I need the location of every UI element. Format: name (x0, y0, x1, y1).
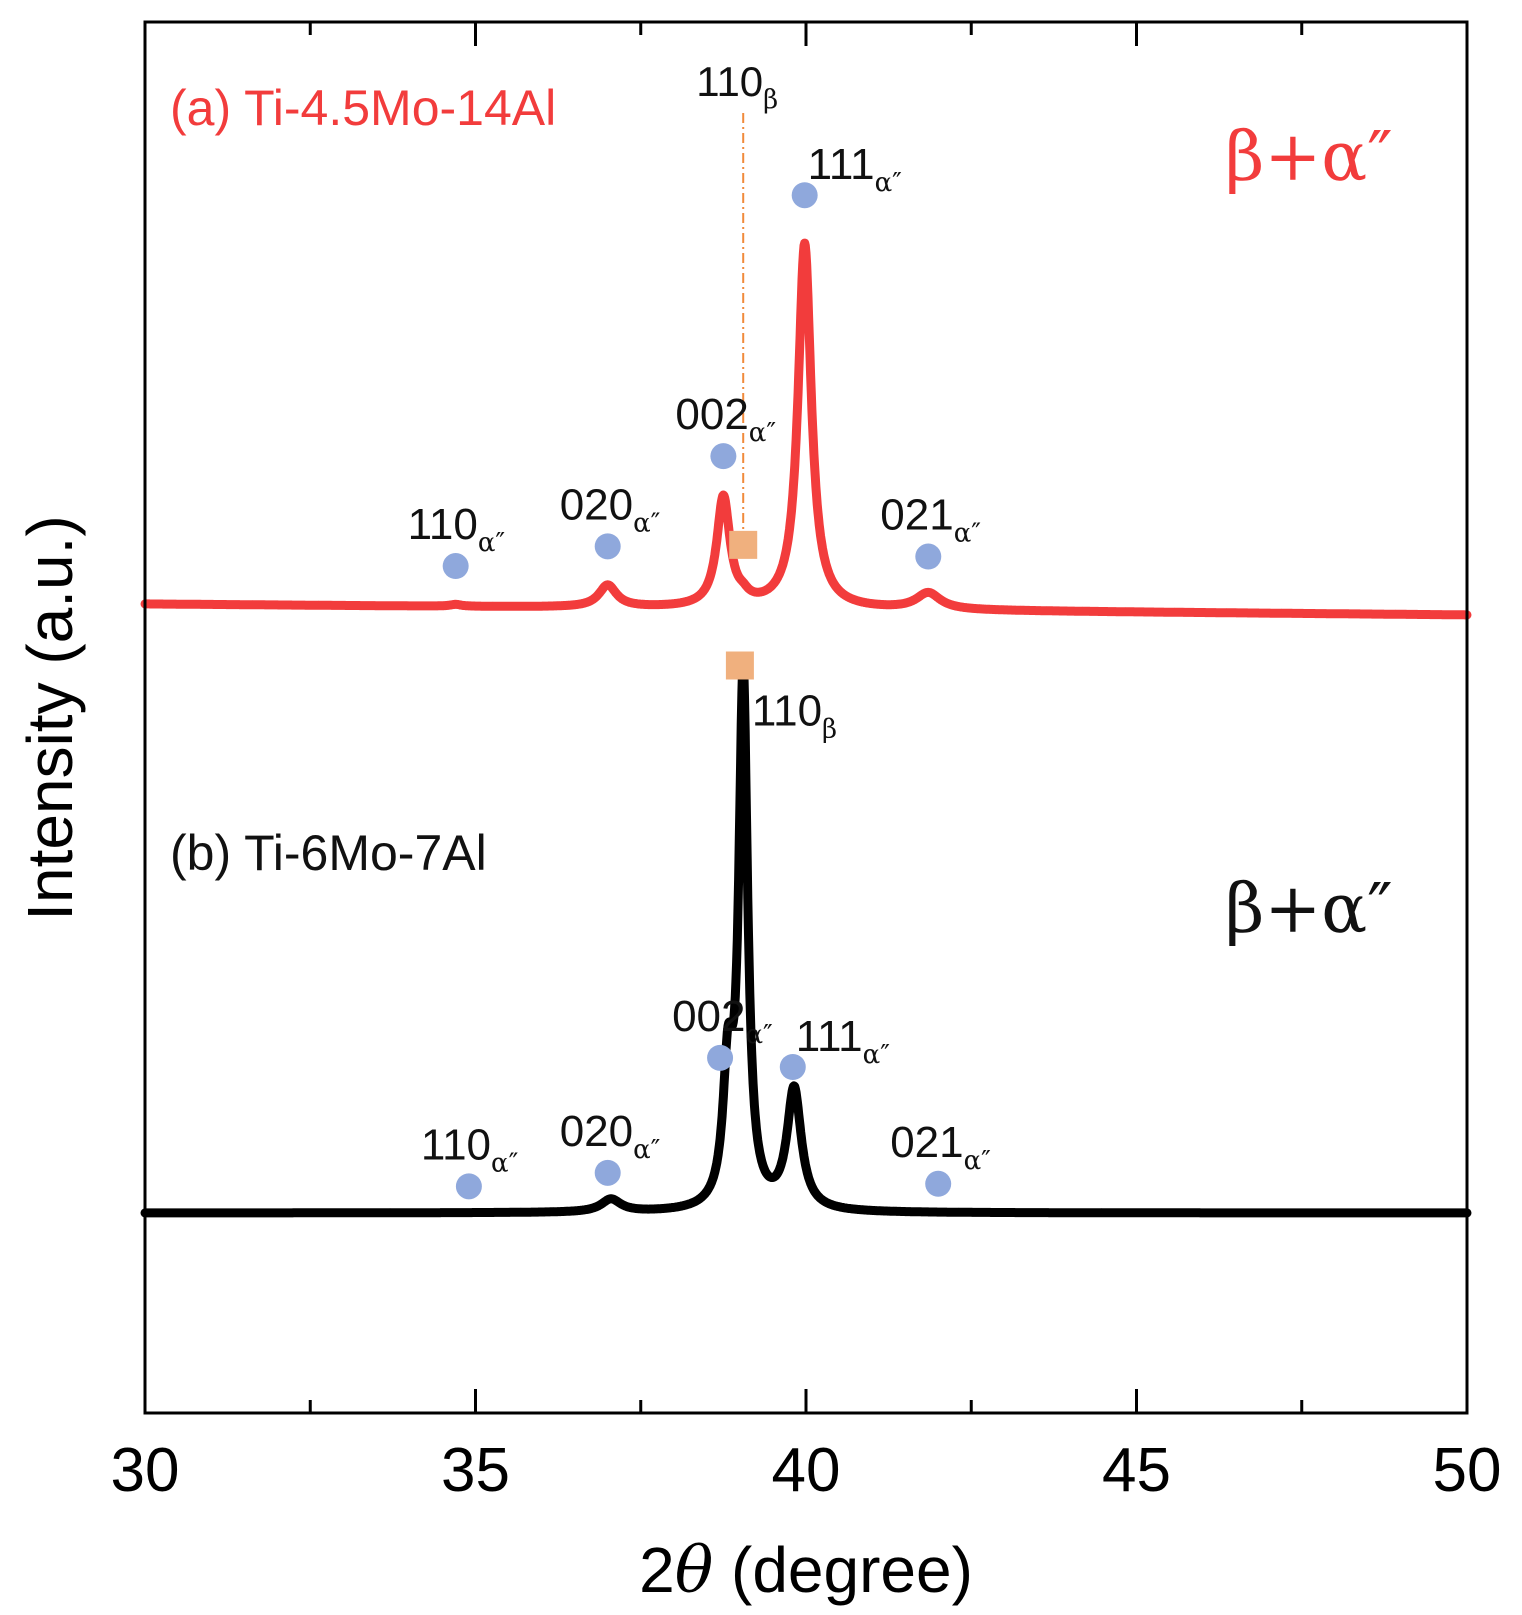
peak-label-phase: α″ (875, 168, 903, 198)
peak-label-hkl: 110 (421, 1120, 491, 1169)
peak-label-b-020-alpha: 020α″ (560, 1107, 661, 1165)
reference-line-layer: 110β (696, 58, 778, 548)
peak-label-phase: α″ (745, 1020, 773, 1050)
texts-layer: (a) Ti-4.5Mo-14Al (b) Ti-6Mo-7Al β+α″ β+… (14, 80, 1393, 1608)
marker-b-110-beta (725, 651, 754, 680)
series-label-a: (a) Ti-4.5Mo-14Al (170, 80, 556, 136)
series-label-b: (b) Ti-6Mo-7Al (170, 825, 487, 881)
markers-layer (442, 182, 952, 1200)
marker-a-002-alpha (710, 443, 737, 470)
x-tick-label-40: 40 (772, 1436, 841, 1505)
peak-label-phase: α″ (863, 1040, 891, 1070)
curves-layer (140, 238, 1472, 1218)
reference-line-label-sub: β (763, 85, 778, 115)
x-tick-label-50: 50 (1433, 1436, 1502, 1505)
peak-label-hkl: 021 (890, 1118, 963, 1167)
series-line-a (140, 238, 1472, 620)
x-axis-label: 2θ (degree) (639, 1534, 973, 1608)
marker-a-110-alpha (442, 553, 469, 580)
reference-line-label: 110β (696, 58, 778, 115)
peak-label-b-002-alpha: 002α″ (672, 992, 773, 1050)
marker-b-002-alpha (707, 1044, 734, 1071)
x-axis-label-prefix: 2 (639, 1534, 675, 1606)
peak-label-hkl: 110 (752, 687, 822, 736)
marker-b-020-alpha (594, 1159, 621, 1186)
peak-label-phase: β (822, 715, 837, 745)
x-tick-label-45: 45 (1102, 1436, 1171, 1505)
marker-b-110-alpha (455, 1173, 482, 1200)
marker-b-021-alpha (925, 1170, 952, 1197)
peak-label-a-111-alpha: 111α″ (808, 140, 902, 198)
peak-label-phase: α″ (633, 508, 661, 538)
peak-label-phase: α″ (633, 1135, 661, 1165)
peak-label-hkl: 020 (560, 480, 633, 529)
annotations-layer: 110α″020α″002α″111α″021α″110α″020α″002α″… (408, 140, 992, 1178)
peak-label-hkl: 021 (880, 491, 953, 540)
reference-line-label-hkl: 110 (696, 58, 763, 105)
peak-label-phase: α″ (749, 418, 777, 448)
marker-a-110-beta (729, 530, 758, 559)
peak-label-hkl: 110 (408, 500, 478, 549)
phase-label-a: β+α″ (1225, 118, 1393, 197)
marker-a-111-alpha (791, 182, 818, 209)
y-axis-label: Intensity (a.u.) (14, 515, 86, 921)
peak-label-a-020-alpha: 020α″ (560, 480, 661, 538)
x-axis-label-suffix: (degree) (713, 1534, 973, 1606)
x-tick-label-30: 30 (111, 1436, 180, 1505)
peak-label-phase: α″ (964, 1146, 992, 1176)
peak-label-hkl: 111 (808, 140, 875, 189)
peak-label-a-002-alpha: 002α″ (675, 390, 776, 448)
peak-label-b-110-beta: 110β (752, 687, 837, 745)
peak-label-phase: α″ (491, 1148, 519, 1178)
peak-label-b-021-alpha: 021α″ (890, 1118, 991, 1176)
peak-label-hkl: 002 (675, 390, 748, 439)
peak-label-a-110-alpha: 110α″ (408, 500, 506, 558)
series-line-b (140, 658, 1472, 1218)
phase-label-b: β+α″ (1225, 870, 1393, 949)
peak-label-a-021-alpha: 021α″ (880, 491, 981, 549)
peak-label-phase: α″ (954, 519, 982, 549)
marker-a-020-alpha (594, 533, 621, 560)
peak-label-b-110-alpha: 110α″ (421, 1120, 519, 1178)
peak-label-b-111-alpha: 111α″ (796, 1012, 890, 1070)
ticks-layer: 30 35 40 45 50 (111, 22, 1502, 1505)
peak-label-hkl: 111 (796, 1012, 863, 1061)
x-tick-label-35: 35 (441, 1436, 510, 1505)
peak-label-phase: α″ (478, 528, 506, 558)
marker-a-021-alpha (915, 543, 942, 570)
peak-label-hkl: 002 (672, 992, 745, 1041)
x-axis-label-symbol: θ (675, 1534, 714, 1608)
marker-b-111-alpha (779, 1054, 806, 1080)
peak-label-hkl: 020 (560, 1107, 633, 1156)
